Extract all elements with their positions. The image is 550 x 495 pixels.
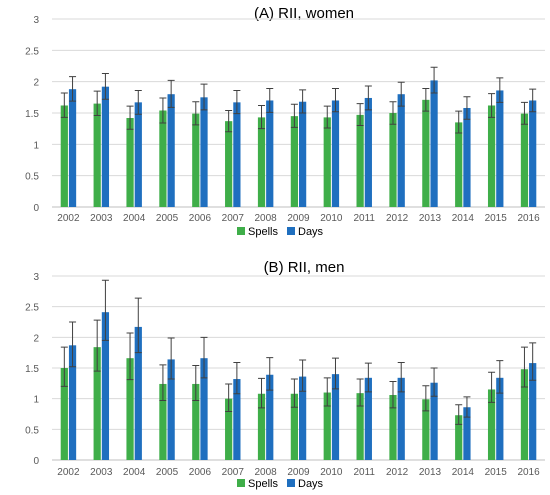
x-tick-label: 2016 [517, 467, 540, 478]
x-tick-label: 2005 [156, 467, 179, 478]
legend-swatch-days [287, 479, 295, 487]
x-tick-label: 2014 [452, 467, 475, 478]
legend-label-spells: Spells [248, 478, 278, 490]
bar-spells-2009 [291, 116, 298, 207]
y-tick-label: 2.5 [25, 303, 39, 314]
gridlines-men [52, 276, 545, 460]
bar-days-2015 [496, 90, 503, 207]
panel-women: (A) RII, women 2002 2003 2004 2005 2006 2007 2… [25, 5, 545, 238]
x-tick-label: 2010 [320, 213, 343, 224]
x-tick-label: 2013 [419, 213, 442, 224]
y-tick-label: 1.5 [25, 109, 39, 120]
x-tick-label: 2004 [123, 467, 146, 478]
x-tick-label: 2015 [485, 213, 508, 224]
bar-spells-2016 [521, 114, 528, 207]
bar-days-2013 [430, 80, 437, 207]
bar-spells-2008 [258, 117, 265, 207]
x-tick-label: 2011 [353, 467, 375, 478]
x-tick-label: 2006 [189, 467, 212, 478]
x-tick-label: 2005 [156, 213, 179, 224]
bar-spells-2007 [225, 121, 232, 207]
bar-days-2002 [69, 89, 76, 207]
x-tick-label: 2016 [517, 213, 540, 224]
y-tick-label: 3 [33, 272, 39, 283]
x-tick-label: 2008 [255, 467, 278, 478]
x-tick-label: 2002 [57, 467, 80, 478]
bar-days-2012 [398, 94, 405, 207]
x-tick-label: 2012 [386, 467, 409, 478]
x-tick-label: 2015 [485, 467, 508, 478]
legend-label-spells: Spells [248, 226, 278, 238]
x-tick-labels-men: 2002 2003 2004 2005 2006 2007 2008 2009 2010 2011… [57, 467, 540, 478]
bar-days-2003 [102, 87, 109, 207]
bar-days-2014 [463, 108, 470, 207]
y-tick-label: 0 [33, 456, 39, 467]
bar-days-2009 [299, 102, 306, 207]
panel-men: (B) RII, men 2002 2003 2004 2005 2006 2007 200… [25, 259, 545, 490]
x-tick-label: 2013 [419, 467, 442, 478]
y-tick-label: 0.5 [25, 172, 39, 183]
legend-label-days: Days [298, 478, 324, 490]
bar-days-2016 [529, 100, 536, 207]
y-tick-label: 0.5 [25, 425, 39, 436]
bar-days-2007 [233, 102, 240, 207]
legend-swatch-days [287, 227, 295, 235]
y-tick-labels-women: 0 0.5 1 1.5 2 2.5 3 [25, 15, 39, 214]
bar-days-2006 [200, 97, 207, 207]
bar-days-2011 [365, 98, 372, 207]
bar-days-2005 [168, 94, 175, 207]
bar-spells-2006 [192, 114, 199, 207]
bar-days-2004 [135, 102, 142, 207]
x-tick-label: 2009 [287, 213, 310, 224]
y-tick-label: 2.5 [25, 46, 39, 57]
gridlines-women [52, 19, 545, 207]
y-tick-label: 1 [33, 395, 39, 406]
legend-women: Spells Days [237, 226, 324, 238]
bar-spells-2015 [488, 105, 495, 207]
y-tick-label: 2 [33, 333, 39, 344]
x-tick-label: 2011 [353, 213, 375, 224]
x-tick-label: 2009 [287, 467, 310, 478]
x-tick-label: 2010 [320, 467, 343, 478]
x-tick-label: 2002 [57, 213, 80, 224]
x-tick-label: 2012 [386, 213, 409, 224]
bar-spells-2012 [389, 113, 396, 207]
bar-spells-2002 [61, 105, 68, 207]
bar-spells-2010 [324, 117, 331, 207]
bar-spells-2011 [357, 115, 364, 207]
x-tick-label: 2004 [123, 213, 146, 224]
legend-men: Spells Days [237, 478, 324, 490]
bars-men [61, 312, 537, 460]
y-tick-labels-men: 0 0.5 1 1.5 2 2.5 3 [25, 272, 39, 467]
x-tick-label: 2003 [90, 467, 113, 478]
bar-spells-2003 [94, 104, 101, 207]
x-tick-label: 2014 [452, 213, 475, 224]
legend-label-days: Days [298, 226, 324, 238]
bar-spells-2005 [159, 110, 166, 207]
x-tick-label: 2007 [222, 213, 245, 224]
bars-women [61, 80, 537, 207]
chart-title-men: (B) RII, men [264, 259, 345, 276]
bar-spells-2004 [126, 118, 133, 207]
x-tick-label: 2003 [90, 213, 113, 224]
legend-swatch-spells [237, 479, 245, 487]
bar-days-2008 [266, 100, 273, 207]
bar-spells-2014 [455, 122, 462, 207]
x-tick-labels-women: 2002 2003 2004 2005 2006 2007 2008 2009 2010 2011… [57, 213, 540, 224]
x-tick-label: 2008 [255, 213, 278, 224]
y-tick-label: 0 [33, 203, 39, 214]
y-tick-label: 1.5 [25, 364, 39, 375]
x-tick-label: 2007 [222, 467, 245, 478]
y-tick-label: 2 [33, 78, 39, 89]
legend-swatch-spells [237, 227, 245, 235]
bar-spells-2013 [422, 100, 429, 207]
bar-days-2010 [332, 100, 339, 207]
y-tick-label: 3 [33, 15, 39, 26]
y-tick-label: 1 [33, 140, 39, 151]
x-tick-label: 2006 [189, 213, 212, 224]
